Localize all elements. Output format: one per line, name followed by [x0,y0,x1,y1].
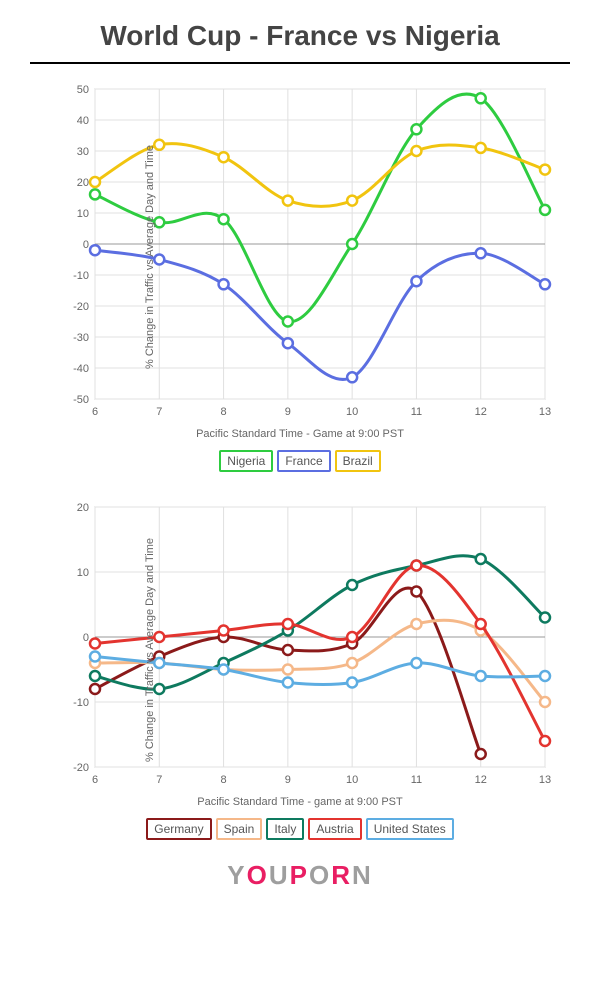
svg-text:13: 13 [539,406,551,418]
legend-item: Nigeria [219,450,273,472]
chart2-ylabel: % Change in Traffic vs Average Day and T… [144,538,156,762]
svg-text:40: 40 [77,115,89,127]
svg-text:0: 0 [83,239,89,251]
svg-text:11: 11 [411,774,422,786]
legend-item: Brazil [335,450,381,472]
svg-text:30: 30 [77,146,89,158]
svg-text:20: 20 [77,177,89,189]
svg-text:50: 50 [77,84,89,96]
svg-text:12: 12 [475,774,487,786]
chart2-xlabel: Pacific Standard Time - game at 9:00 PST [20,796,580,808]
chart1-wrap: % Change in Traffic vs Average Day and T… [20,74,580,440]
svg-text:6: 6 [92,406,98,418]
svg-text:8: 8 [221,406,227,418]
svg-text:10: 10 [77,567,89,579]
page-title: World Cup - France vs Nigeria [0,0,600,62]
svg-text:-40: -40 [73,363,89,375]
legend-item: Germany [146,818,211,840]
svg-text:10: 10 [77,208,89,220]
svg-text:9: 9 [285,774,291,786]
svg-text:12: 12 [475,406,487,418]
footer-logo: YOUPORN [0,860,600,891]
page-container: World Cup - France vs Nigeria % Change i… [0,0,600,992]
svg-text:-10: -10 [73,697,89,709]
svg-text:7: 7 [156,774,162,786]
svg-text:10: 10 [346,774,358,786]
legend-item: Austria [308,818,361,840]
title-underline [30,62,570,64]
chart2-svg: -20 -10 0 10 20 6 7 8 9 10 11 12 13 [40,492,560,792]
chart1-ylabel: % Change in Traffic vs Average Day and T… [144,145,156,369]
svg-text:6: 6 [92,774,98,786]
chart2-legend: GermanySpainItalyAustriaUnited States [0,818,600,840]
svg-text:0: 0 [83,632,89,644]
svg-text:-50: -50 [73,394,89,406]
svg-text:-30: -30 [73,332,89,344]
chart1-svg: -50 -40 -30 -20 -10 0 10 20 30 40 50 6 7 8 9 10 11 12 13 [40,74,560,424]
svg-text:11: 11 [411,406,422,418]
svg-text:20: 20 [77,502,89,514]
svg-text:7: 7 [156,406,162,418]
svg-text:13: 13 [539,774,551,786]
chart1-xlabel: Pacific Standard Time - Game at 9:00 PST [20,428,580,440]
legend-item: France [277,450,330,472]
legend-item: Italy [266,818,304,840]
chart2-wrap: % Change in Traffic vs Average Day and T… [20,492,580,808]
svg-text:9: 9 [285,406,291,418]
svg-text:8: 8 [221,774,227,786]
svg-text:-10: -10 [73,270,89,282]
svg-text:-20: -20 [73,301,89,313]
svg-text:10: 10 [346,406,358,418]
svg-text:-20: -20 [73,762,89,774]
chart1-legend: NigeriaFranceBrazil [0,450,600,472]
legend-item: United States [366,818,454,840]
legend-item: Spain [216,818,263,840]
